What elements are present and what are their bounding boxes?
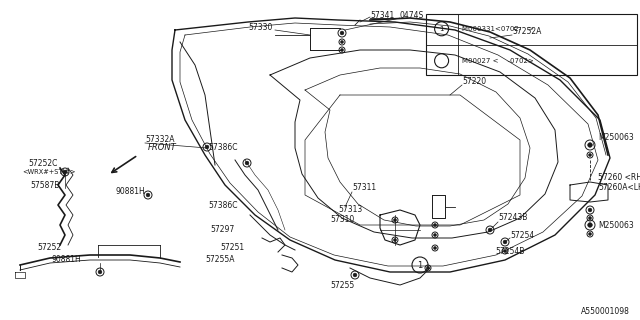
Text: M000331<0702-   >: M000331<0702- >	[461, 26, 534, 32]
Text: 57260 <RH>: 57260 <RH>	[598, 173, 640, 182]
Circle shape	[504, 250, 506, 252]
Text: 57332A: 57332A	[145, 135, 175, 145]
Text: 57313: 57313	[338, 205, 362, 214]
Text: 90881H: 90881H	[115, 188, 145, 196]
Text: 57297: 57297	[210, 226, 234, 235]
Text: 57251: 57251	[220, 244, 244, 252]
Text: 57311: 57311	[352, 183, 376, 193]
Text: 57252: 57252	[37, 244, 61, 252]
Circle shape	[434, 247, 436, 249]
Text: 57386C: 57386C	[208, 143, 237, 153]
Text: 1: 1	[439, 26, 444, 32]
Circle shape	[588, 143, 592, 147]
Text: 57252C: 57252C	[28, 158, 58, 167]
Circle shape	[589, 217, 591, 219]
Circle shape	[245, 161, 249, 165]
Text: 57252A: 57252A	[512, 28, 541, 36]
Circle shape	[427, 267, 429, 269]
Circle shape	[340, 49, 343, 51]
Text: <WRX#+STI#>: <WRX#+STI#>	[22, 169, 76, 175]
Text: 57254: 57254	[510, 230, 534, 239]
Circle shape	[434, 234, 436, 236]
Text: M250063: M250063	[598, 220, 634, 229]
Circle shape	[340, 41, 343, 43]
Text: 57310: 57310	[330, 215, 355, 225]
Text: 0474S: 0474S	[400, 11, 424, 20]
Text: M250063: M250063	[598, 133, 634, 142]
Circle shape	[63, 170, 67, 174]
Text: 57330: 57330	[248, 23, 273, 33]
Circle shape	[394, 219, 396, 221]
Circle shape	[589, 154, 591, 156]
Bar	[426, 14, 637, 75]
Circle shape	[503, 240, 507, 244]
Text: 57386C: 57386C	[208, 201, 237, 210]
Text: 57260A<LH>: 57260A<LH>	[598, 183, 640, 193]
Text: 57341: 57341	[370, 11, 394, 20]
Circle shape	[353, 273, 357, 277]
Text: FRONT: FRONT	[148, 143, 177, 153]
Circle shape	[394, 239, 396, 241]
Text: A550001098: A550001098	[581, 308, 630, 316]
Circle shape	[488, 228, 492, 232]
Text: 1: 1	[417, 260, 422, 269]
Text: 90881H: 90881H	[52, 255, 82, 265]
Text: 57220: 57220	[462, 77, 486, 86]
Text: 57243B: 57243B	[498, 213, 527, 222]
Circle shape	[340, 31, 344, 35]
Text: 57587B: 57587B	[30, 180, 60, 189]
Text: 57254B: 57254B	[495, 247, 524, 257]
Circle shape	[205, 145, 209, 149]
Circle shape	[146, 193, 150, 197]
Text: 57255: 57255	[330, 281, 355, 290]
Text: 57255A: 57255A	[205, 255, 234, 265]
Circle shape	[434, 224, 436, 226]
Circle shape	[589, 233, 591, 235]
Circle shape	[588, 208, 592, 212]
Text: M00027 <    -0702>: M00027 < -0702>	[461, 58, 533, 64]
Circle shape	[588, 223, 592, 227]
Circle shape	[98, 270, 102, 274]
